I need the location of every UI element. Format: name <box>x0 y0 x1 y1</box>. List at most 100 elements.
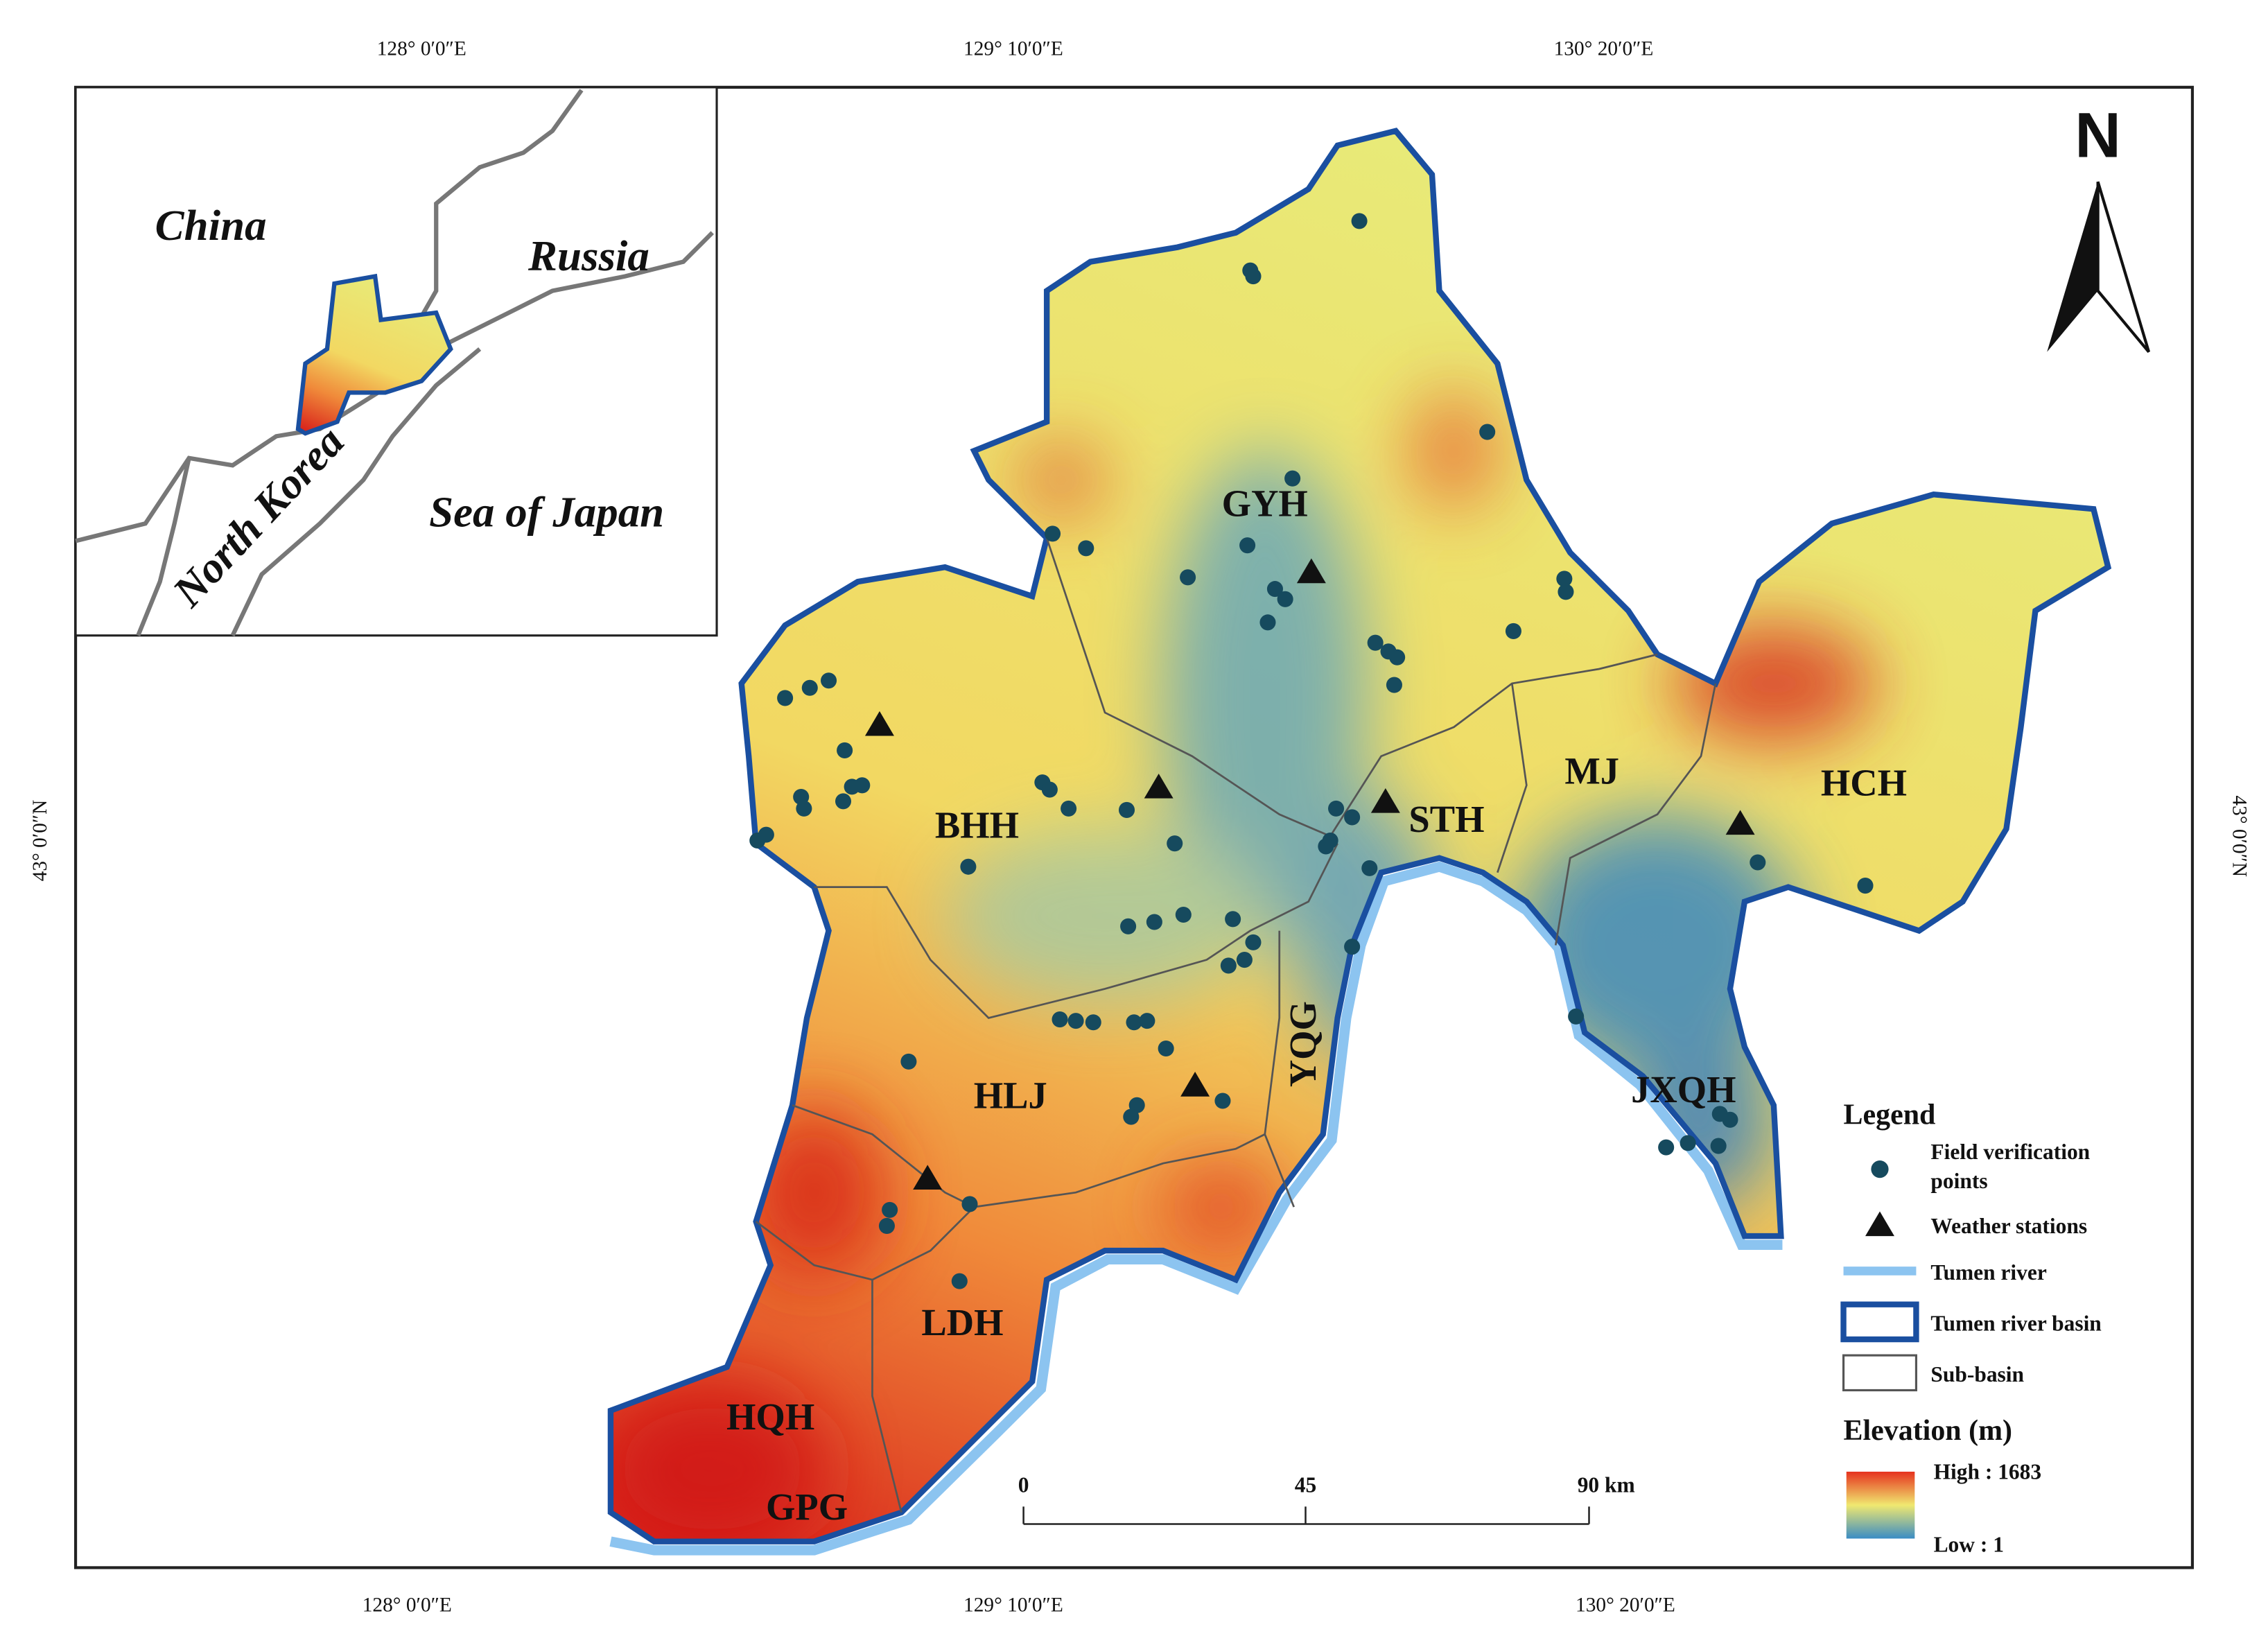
field-point <box>1158 1040 1174 1057</box>
legend-title: Legend <box>1844 1099 1936 1131</box>
field-point <box>835 793 852 810</box>
field-point <box>900 1053 917 1070</box>
field-point <box>1367 634 1384 651</box>
field-point <box>796 800 812 817</box>
field-point <box>951 1273 968 1289</box>
legend-high: High : 1683 <box>1934 1459 2042 1483</box>
field-point <box>1505 623 1521 639</box>
legend-low: Low : 1 <box>1934 1532 2004 1556</box>
field-point <box>1680 1135 1696 1151</box>
field-point <box>1245 934 1262 950</box>
sub-basin-label: MJ <box>1564 750 1619 792</box>
legend-item-label: Field verification points <box>1930 1141 2091 1194</box>
field-point <box>1857 878 1874 894</box>
legend-item-label: Weather stations <box>1930 1214 2087 1238</box>
field-point <box>749 832 766 849</box>
field-point <box>777 690 794 706</box>
sub-basin-label: GYH <box>1222 482 1308 525</box>
legend-item: Field verification points <box>1930 1141 2091 1194</box>
coord-label-bottom: 128° 0′0″E <box>363 1594 452 1616</box>
sub-basin-label: HLJ <box>974 1074 1047 1117</box>
legend-station-symbol <box>1865 1211 1894 1237</box>
legend-item-label: Tumen river <box>1930 1260 2046 1285</box>
inset-label: Russia <box>527 232 649 280</box>
weather-stations <box>864 558 1755 1190</box>
legend-item-label: Tumen river basin <box>1930 1311 2102 1335</box>
field-point <box>1259 614 1276 631</box>
field-point <box>961 1196 978 1212</box>
field-point <box>1214 1093 1231 1109</box>
field-point <box>1041 781 1058 798</box>
field-point <box>882 1201 898 1218</box>
weather-station <box>864 711 894 736</box>
field-point <box>1175 906 1192 923</box>
weather-station <box>1725 810 1755 835</box>
north-label: N <box>2075 99 2121 171</box>
north-arrow <box>2096 181 2151 354</box>
scale-bar <box>1022 1506 1590 1525</box>
field-point <box>844 778 860 795</box>
field-point <box>1386 677 1402 693</box>
field-point <box>1225 911 1241 928</box>
sub-basin-label: STH <box>1408 798 1484 840</box>
weather-station <box>1180 1072 1210 1097</box>
field-point <box>1239 537 1256 554</box>
coord-label-bottom: 130° 20′0″E <box>1576 1594 1675 1616</box>
sub-basin-label: BHH <box>935 803 1019 846</box>
legend-subbasin-symbol <box>1842 1354 1917 1392</box>
field-point <box>1167 835 1183 852</box>
scale-label: 0 <box>1018 1472 1029 1497</box>
legend-elevation-ramp <box>1846 1471 1915 1539</box>
field-point <box>1052 1011 1068 1028</box>
field-point <box>1558 584 1574 600</box>
sub-basin-label: JXQH <box>1631 1068 1736 1111</box>
coord-label-top: 130° 20′0″E <box>1554 38 1654 60</box>
field-point <box>1479 424 1496 440</box>
weather-station <box>913 1165 943 1190</box>
field-point <box>1085 1014 1101 1031</box>
field-point <box>1045 525 1061 542</box>
field-point <box>1344 809 1361 826</box>
field-point <box>1067 1013 1084 1029</box>
field-point <box>1318 838 1334 855</box>
scale-label: 90 km <box>1578 1472 1635 1497</box>
field-point <box>1328 800 1345 817</box>
weather-station <box>1144 774 1174 799</box>
field-point <box>878 1217 895 1234</box>
field-point <box>1123 1108 1140 1125</box>
field-point <box>1180 569 1196 586</box>
sub-basin-label: YQG <box>1282 1001 1324 1087</box>
field-point <box>1284 470 1301 487</box>
weather-station <box>1370 787 1400 813</box>
coord-label-left: 43° 0′0″N <box>29 800 51 882</box>
inset-label: China <box>155 201 267 250</box>
coord-label-top: 128° 0′0″E <box>377 38 466 60</box>
field-point <box>1750 854 1766 871</box>
sub-basin-label: HQH <box>726 1395 814 1438</box>
field-point <box>1277 591 1293 607</box>
inset-basin <box>295 273 453 436</box>
field-point <box>1118 801 1135 818</box>
field-point <box>1061 800 1077 817</box>
field-point <box>1344 939 1361 955</box>
field-point <box>1556 571 1573 587</box>
legend-point-symbol <box>1871 1160 1889 1178</box>
field-point <box>960 858 977 875</box>
coord-label-right: 43° 0′0″N <box>2228 795 2251 877</box>
field-point <box>1146 914 1162 930</box>
sub-basin-lines <box>755 537 1717 1513</box>
field-point <box>1126 1014 1142 1031</box>
tumen-river <box>609 861 1783 1556</box>
field-point <box>1658 1139 1675 1156</box>
sub-basin-label: LDH <box>921 1301 1003 1343</box>
field-point <box>1351 213 1368 229</box>
scale-label: 45 <box>1295 1472 1316 1497</box>
legend-basin-symbol <box>1840 1301 1919 1343</box>
field-point <box>801 679 818 696</box>
inset-label: Sea of Japan <box>429 487 664 536</box>
sub-basin-label: HCH <box>1821 761 1907 803</box>
north-arrow <box>2047 182 2098 352</box>
field-points <box>749 213 1874 1289</box>
field-point <box>1220 957 1237 974</box>
